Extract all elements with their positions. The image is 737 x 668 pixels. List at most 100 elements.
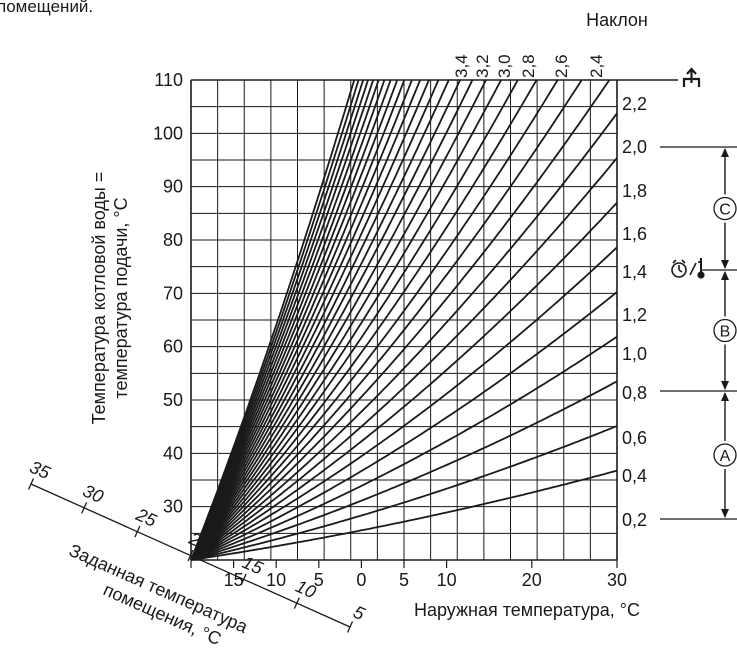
right-slope-label: 2,0 (622, 137, 647, 157)
range-arrowhead (721, 509, 729, 518)
x-tick-label: 20 (522, 570, 542, 590)
slope-curve (190, 79, 399, 561)
slope-curves (190, 79, 618, 561)
slope-curve (190, 425, 618, 561)
room-axis-tick-label: 35 (27, 457, 54, 484)
y-tick-label: 90 (163, 177, 183, 197)
right-slope-label: 0,8 (622, 383, 647, 403)
range-arrowhead (721, 381, 729, 390)
right-slope-labels: 2,2 2,0 1,8 1,6 1,4 1,2 1,0 0,8 0,6 0,4 0,2 (622, 94, 647, 530)
slope-curve (190, 157, 618, 561)
timer-thermometer-icon (671, 258, 705, 279)
right-slope-label: 1,4 (622, 262, 647, 282)
y-tick-label: 30 (163, 497, 183, 517)
room-axis-tick (27, 478, 35, 490)
slope-curve (190, 112, 618, 561)
range-arrowhead (721, 148, 729, 157)
slope-curve (190, 79, 386, 561)
room-axis-tick (240, 573, 247, 586)
slope-curve (190, 79, 421, 561)
header-fragment: помещений. (0, 0, 93, 16)
top-slope-labels: 3,4 3,2 3,0 2,8 2,6 2,4 (452, 54, 678, 81)
room-axis-tick (81, 502, 88, 514)
room-axis-tick (187, 549, 194, 562)
slope-header: Наклон (586, 10, 648, 30)
slope-curve (190, 246, 618, 561)
top-slope-label: 3,0 (495, 54, 514, 78)
slope-curve (190, 79, 461, 561)
x-tick-label: 15 (224, 570, 244, 590)
right-slope-label: 1,8 (622, 181, 647, 201)
top-slope-label: 3,4 (452, 54, 471, 78)
arrow-up-icon (682, 67, 701, 87)
slope-curve (190, 79, 392, 561)
y-axis-title-line2: температура подачи, °C (111, 197, 131, 398)
room-axis-tick-label: 30 (80, 481, 106, 507)
range-letter: C (719, 202, 731, 219)
right-slope-label: 0,6 (622, 428, 647, 448)
y-tick-label: 60 (163, 337, 183, 357)
range-arrowhead (721, 392, 729, 401)
slope-curve (190, 79, 430, 561)
room-axis-title: Заданная температура помещения, °C (66, 540, 251, 649)
slope-curve (190, 202, 618, 561)
y-tick-label: 70 (163, 283, 183, 303)
right-slope-label: 2,2 (622, 94, 647, 114)
slope-curve (190, 79, 474, 561)
slope-curve (190, 79, 538, 561)
y-tick-label: 40 (163, 443, 183, 463)
room-axis-tick-label: 25 (132, 504, 160, 531)
top-slope-label: 2,4 (587, 54, 606, 78)
slope-curve (190, 79, 487, 561)
slope-curve (190, 79, 450, 561)
top-slope-label: 2,8 (519, 54, 538, 78)
y-tick-label: 50 (163, 390, 183, 410)
top-slope-label: 2,6 (552, 54, 571, 78)
slope-curve (190, 79, 440, 561)
range-arrowhead (721, 271, 729, 280)
right-slope-label: 1,2 (622, 305, 647, 325)
slope-curve (190, 79, 583, 561)
slope-curve (190, 469, 618, 561)
room-axis-tick (346, 621, 354, 633)
slope-curve (190, 79, 519, 561)
range-letter: B (720, 324, 731, 341)
x-tick-label: 0 (356, 570, 366, 590)
y-tick-label: 80 (163, 230, 183, 250)
x-tick-label: 5 (399, 570, 409, 590)
room-axis-tick (134, 525, 141, 538)
right-slope-label: 1,6 (622, 224, 647, 244)
slope-curve (190, 335, 618, 561)
y-axis-title: Температура котловой воды = температура … (89, 172, 131, 425)
slope-ranges: C B A (660, 146, 737, 520)
range-letter: A (720, 448, 731, 465)
x-tick-labels: 15 10 5 0 5 10 20 30 (190, 560, 627, 590)
y-axis-title-line1: Температура котловой воды = (89, 172, 109, 425)
x-tick-label: 10 (437, 570, 457, 590)
slope-curve (190, 79, 413, 561)
room-axis-tick (293, 597, 300, 609)
slope-curve (190, 79, 559, 561)
range-letter-circle (713, 443, 737, 467)
slope-curve (190, 79, 611, 561)
y-tick-label: 100 (153, 123, 183, 143)
x-tick-label: 30 (607, 570, 627, 590)
range-arrowhead (721, 260, 729, 269)
range-letter-circle (713, 318, 737, 343)
slope-curve (190, 79, 502, 561)
slope-curve (190, 79, 406, 561)
slope-curve (190, 380, 618, 561)
x-axis-title: Наружная температура, °C (414, 600, 640, 620)
right-slope-label: 0,2 (622, 510, 647, 530)
slope-curve (190, 79, 380, 561)
x-tick-label: 10 (266, 570, 286, 590)
right-slope-label: 1,0 (622, 344, 647, 364)
y-tick-label: 110 (154, 70, 183, 90)
room-axis-tick-label: 5 (350, 602, 368, 625)
slope-curve (190, 291, 618, 561)
y-tick-labels: 110 100 90 80 70 60 50 40 30 (153, 70, 183, 517)
slope-curve (190, 79, 356, 561)
top-slope-label: 3,2 (473, 54, 492, 78)
right-slope-label: 0,4 (622, 466, 647, 486)
x-tick-label: 5 (314, 570, 324, 590)
